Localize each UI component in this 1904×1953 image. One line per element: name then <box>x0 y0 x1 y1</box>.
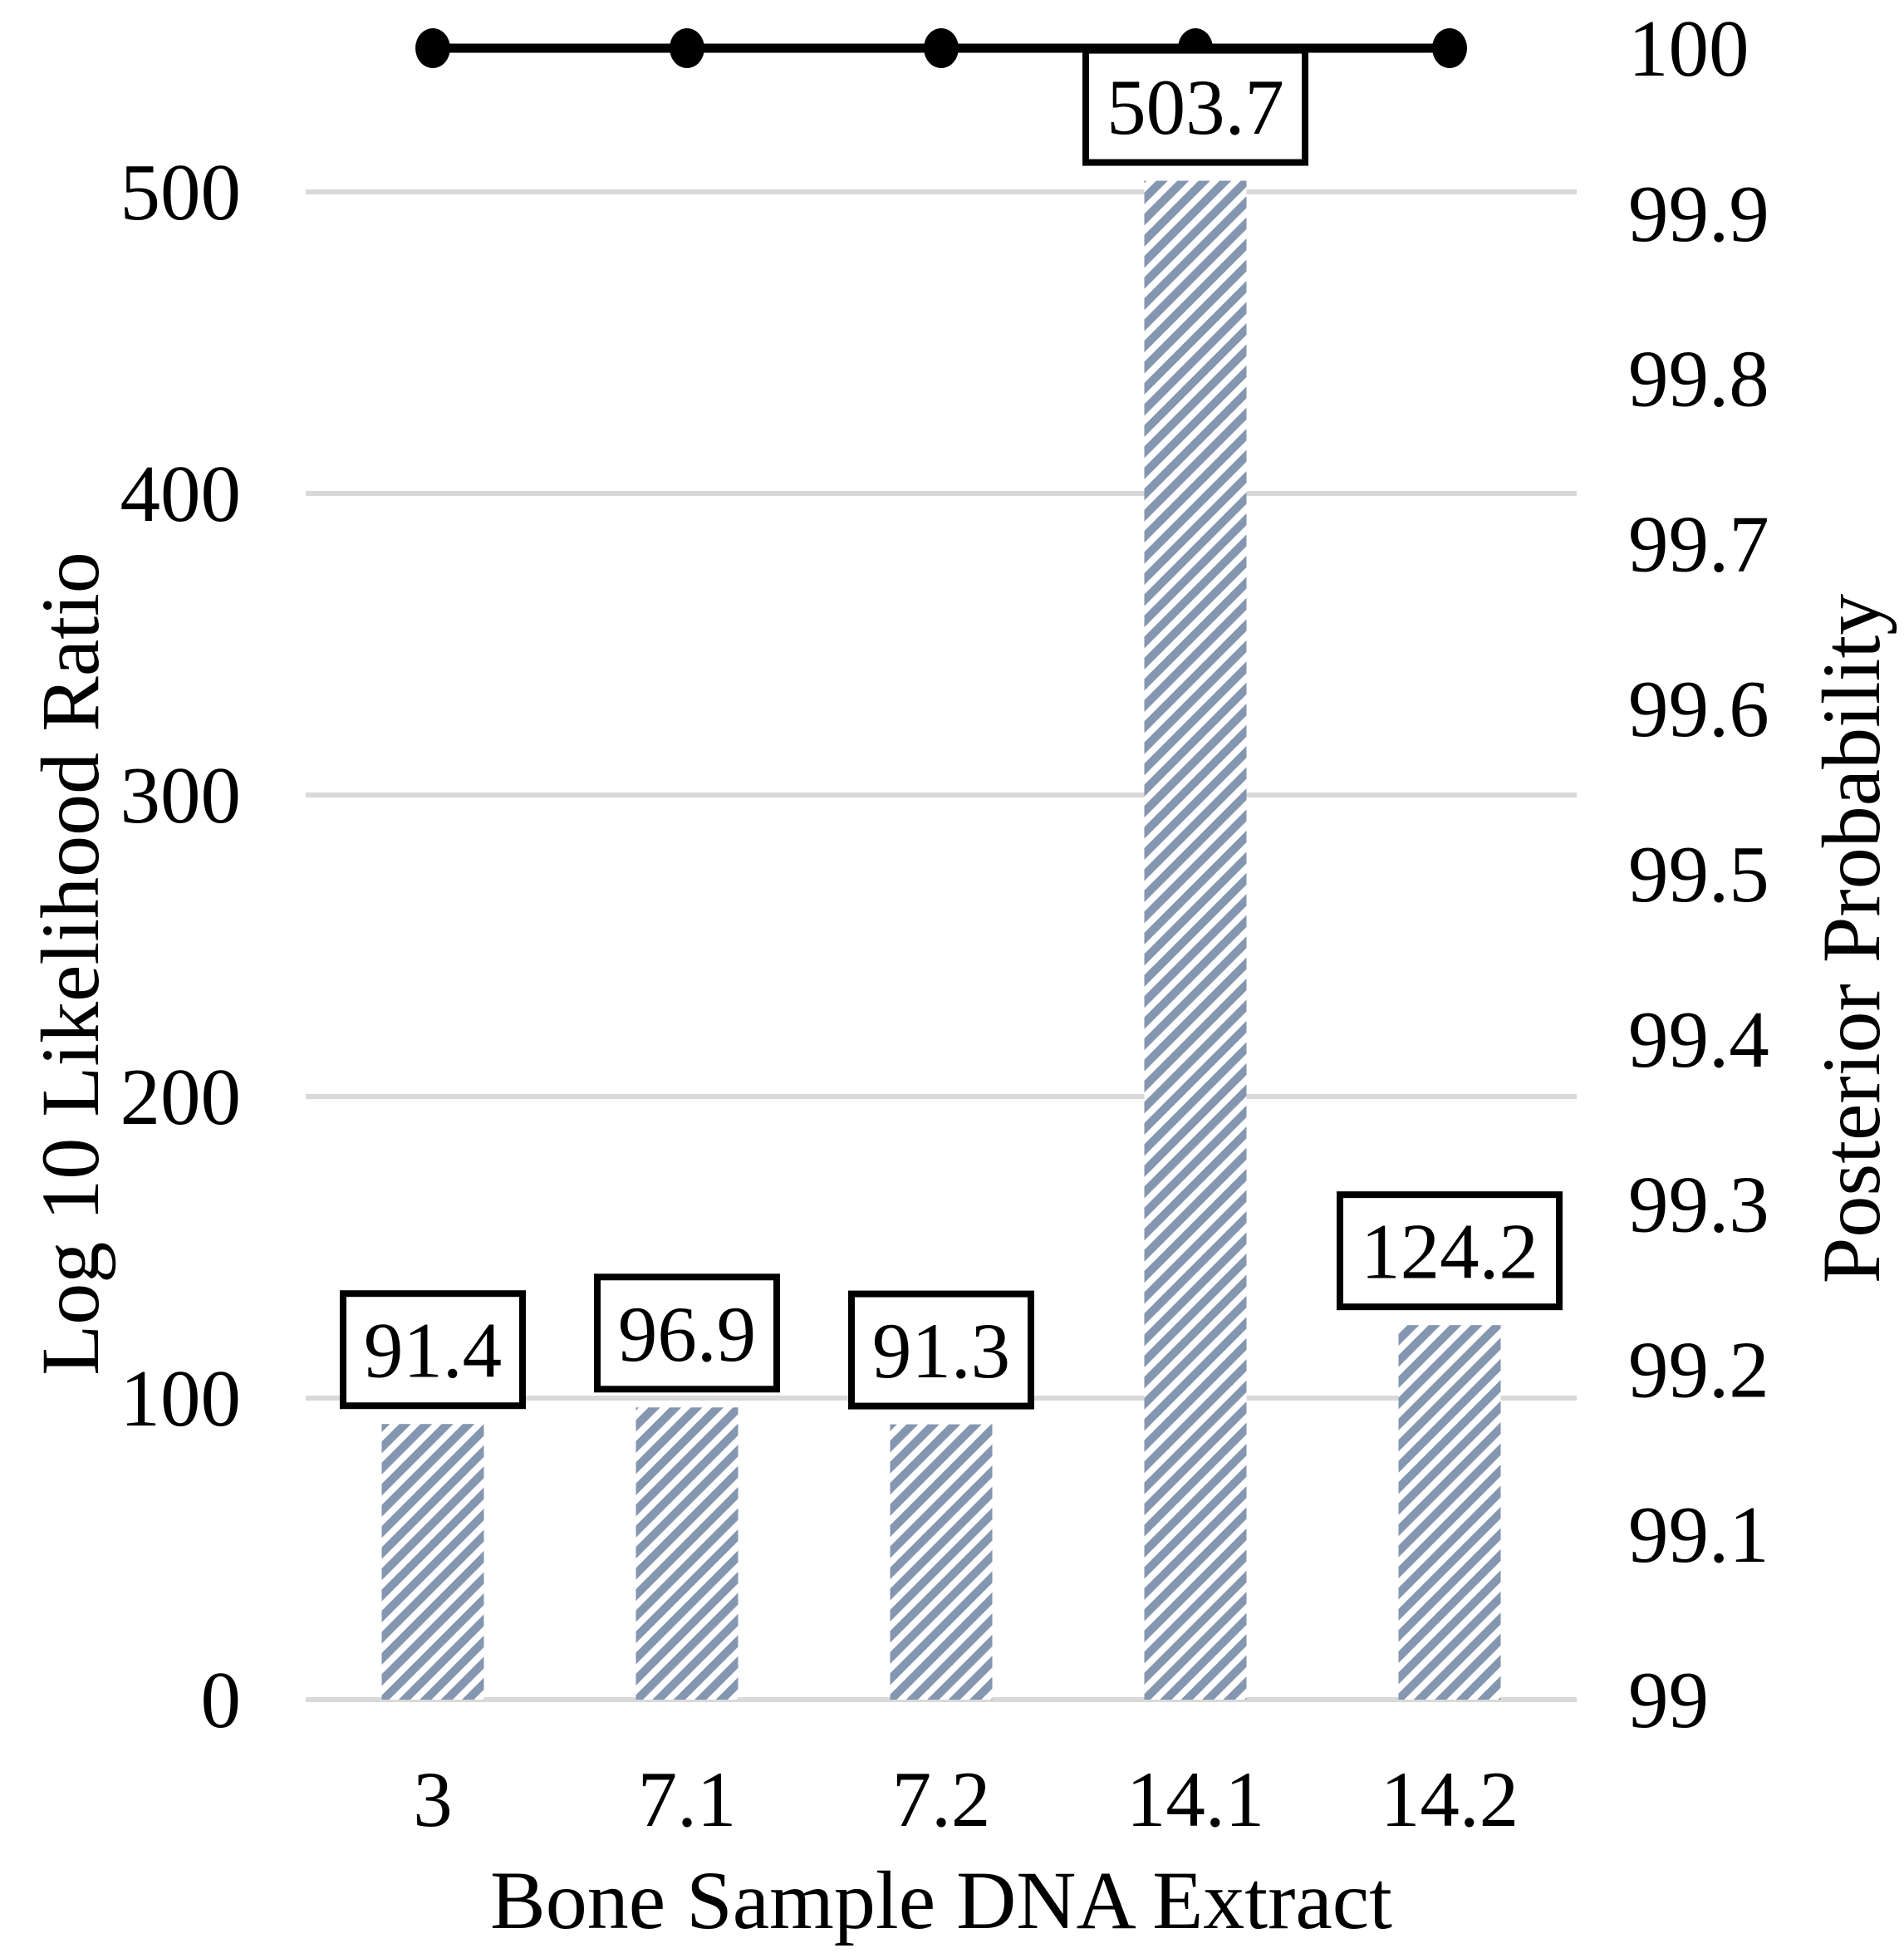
x-axis-tick-label: 14.2 <box>1381 1755 1519 1843</box>
line-marker <box>415 28 450 68</box>
bar-data-label: 91.4 <box>364 1307 502 1395</box>
right-axis-tick-label: 99.3 <box>1628 1161 1769 1249</box>
bar-data-label-box <box>594 1273 780 1393</box>
left-axis-tick-label: 100 <box>120 1354 242 1443</box>
left-axis-tick-label: 500 <box>120 148 242 237</box>
x-axis-tick-label: 3 <box>413 1755 453 1843</box>
x-axis-tick-label: 7.2 <box>892 1755 991 1843</box>
bar <box>381 1424 484 1700</box>
right-axis-tick-label: 99.8 <box>1628 335 1769 424</box>
x-axis-tick-label: 7.1 <box>638 1755 737 1843</box>
left-axis-tick-label: 400 <box>120 449 242 538</box>
right-axis-tick-label: 99.9 <box>1628 169 1769 258</box>
line-marker <box>924 28 959 68</box>
bar <box>890 1424 993 1700</box>
right-axis-tick-label: 99.5 <box>1628 830 1769 919</box>
bar-data-label-box <box>340 1290 526 1410</box>
bar-data-label: 503.7 <box>1107 63 1284 151</box>
right-axis-tick-label: 100 <box>1628 4 1749 93</box>
right-axis-ticks: 99 99.1 99.2 99.3 99.4 99.5 99.6 99.7 99.8 99.9 10… <box>1628 4 1769 1744</box>
left-axis-tick-label: 200 <box>120 1053 242 1141</box>
line-series <box>415 28 1467 68</box>
bar <box>635 1407 739 1700</box>
left-axis-title: Log 10 Likelihood Ratio <box>24 552 116 1376</box>
bar-data-label-box <box>1337 1191 1563 1311</box>
line-marker <box>670 28 704 68</box>
bar-series <box>381 180 1501 1700</box>
bar-data-label: 124.2 <box>1361 1208 1538 1296</box>
left-axis-tick-label: 300 <box>120 751 242 840</box>
left-axis-tick-label: 0 <box>201 1656 242 1744</box>
bar <box>1144 180 1247 1700</box>
right-axis-tick-label: 99.4 <box>1628 995 1769 1084</box>
bar-data-label: 91.3 <box>872 1307 1010 1395</box>
right-axis-tick-label: 99 <box>1628 1656 1709 1744</box>
left-axis-ticks: 0 100 200 300 400 500 <box>120 148 242 1744</box>
x-axis-tick-label: 14.1 <box>1126 1755 1264 1843</box>
bar-data-label-box <box>848 1290 1034 1410</box>
x-axis-ticks: 3 7.1 7.2 14.1 14.2 <box>413 1755 1519 1843</box>
right-axis-tick-label: 99.2 <box>1628 1325 1769 1414</box>
bar <box>1398 1325 1501 1700</box>
x-axis-title: Bone Sample DNA Extract <box>490 1854 1392 1946</box>
right-axis-tick-label: 99.1 <box>1628 1490 1769 1579</box>
bar-data-label-box <box>1082 47 1308 166</box>
right-axis-tick-label: 99.7 <box>1628 499 1769 588</box>
right-axis-title: Posterior Probability <box>1805 594 1897 1284</box>
line-marker <box>1432 28 1467 68</box>
right-axis-tick-label: 99.6 <box>1628 665 1769 753</box>
data-labels: 91.4 96.9 91.3 503.7 124.2 <box>340 47 1563 1410</box>
bar-data-label: 96.9 <box>618 1290 756 1378</box>
